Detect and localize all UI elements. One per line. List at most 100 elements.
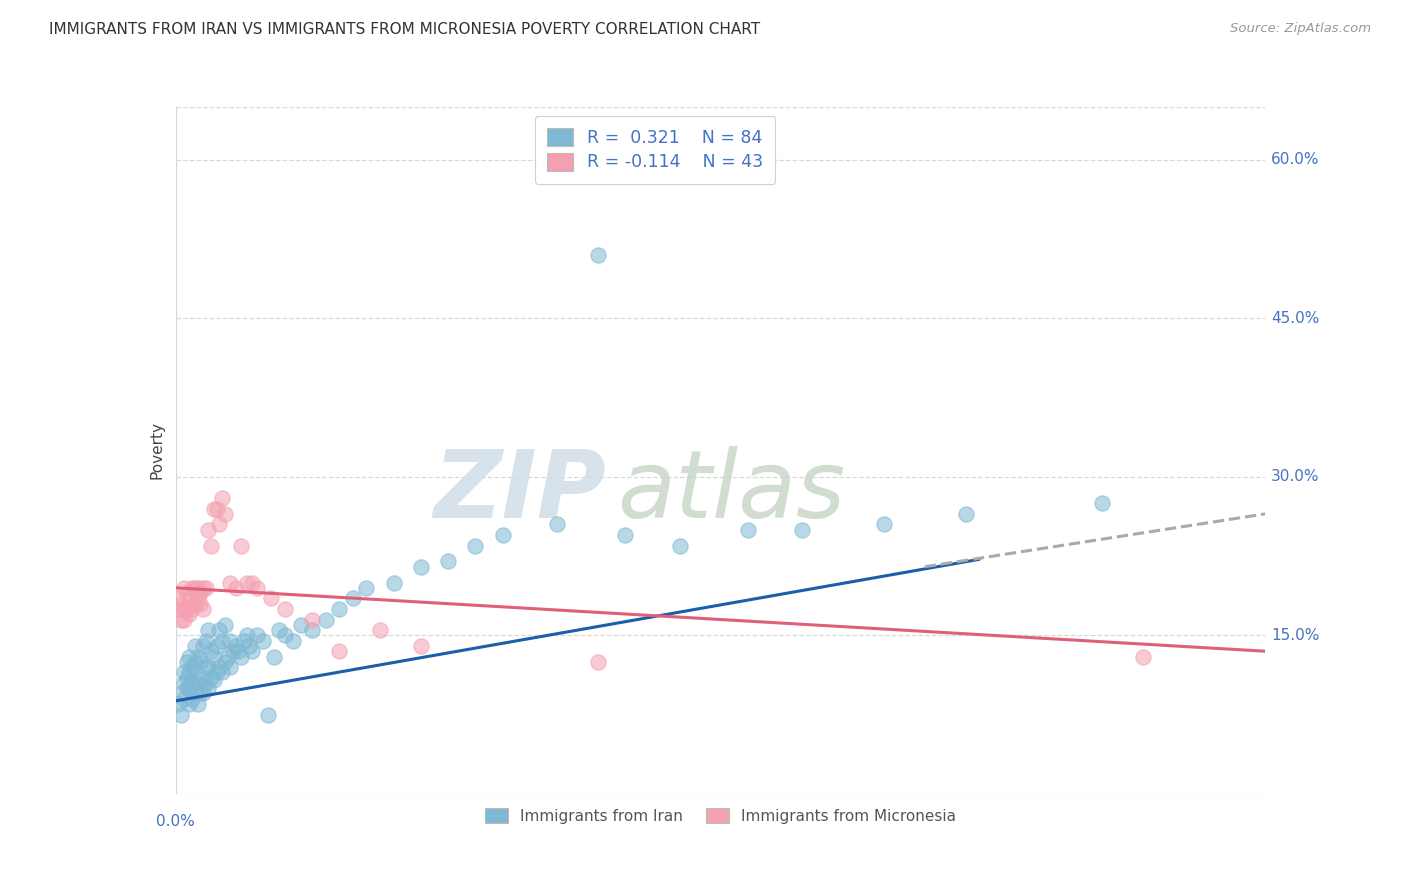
Point [181, 581, 204, 595]
Point [211, 633, 233, 648]
Point [205, 665, 228, 680]
Text: IMMIGRANTS FROM IRAN VS IMMIGRANTS FROM MICRONESIA POVERTY CORRELATION CHART: IMMIGRANTS FROM IRAN VS IMMIGRANTS FROM … [49, 22, 761, 37]
Point [290, 617, 312, 632]
Point [409, 559, 432, 574]
Point [194, 676, 217, 690]
Point [214, 507, 236, 521]
Point [173, 665, 195, 680]
Point [586, 655, 609, 669]
Point [1132, 649, 1154, 664]
Point [240, 644, 263, 658]
Point [792, 523, 814, 537]
Point [214, 617, 236, 632]
Point [274, 602, 297, 616]
Point [219, 633, 242, 648]
Point [186, 591, 209, 606]
Point [328, 602, 350, 616]
Point [231, 649, 253, 664]
Point [181, 602, 204, 616]
Point [179, 665, 201, 680]
Point [274, 628, 297, 642]
Point [235, 628, 257, 642]
Point [188, 655, 211, 669]
Point [167, 697, 190, 711]
Point [342, 591, 364, 606]
Point [464, 539, 486, 553]
Point [173, 691, 195, 706]
Point [246, 581, 269, 595]
Point [202, 673, 225, 687]
Point [186, 676, 209, 690]
Point [181, 660, 204, 674]
Point [208, 517, 231, 532]
Point [197, 523, 219, 537]
Text: 60.0%: 60.0% [1271, 153, 1319, 168]
Point [214, 655, 236, 669]
Point [179, 681, 201, 696]
Point [184, 686, 207, 700]
Point [170, 686, 193, 700]
Text: 30.0%: 30.0% [1271, 469, 1319, 484]
Text: 15.0%: 15.0% [1271, 628, 1319, 643]
Point [586, 248, 609, 262]
Point [235, 575, 257, 590]
Point [437, 554, 460, 568]
Point [167, 591, 190, 606]
Point [176, 681, 198, 696]
Point [200, 671, 222, 685]
Point [173, 581, 195, 595]
Point [1091, 496, 1114, 510]
Point [176, 602, 198, 616]
Point [170, 613, 193, 627]
Point [252, 633, 274, 648]
Point [200, 644, 222, 658]
Point [170, 597, 193, 611]
Point [176, 655, 198, 669]
Point [409, 639, 432, 653]
Point [211, 491, 233, 505]
Point [208, 623, 231, 637]
Point [186, 581, 209, 595]
Point [873, 517, 896, 532]
Point [263, 649, 285, 664]
Text: 45.0%: 45.0% [1271, 311, 1319, 326]
Point [246, 628, 269, 642]
Point [668, 539, 690, 553]
Point [737, 523, 759, 537]
Point [188, 686, 211, 700]
Point [194, 660, 217, 674]
Point [179, 591, 201, 606]
Point [186, 697, 209, 711]
Point [170, 707, 193, 722]
Point [197, 681, 219, 696]
Point [614, 528, 637, 542]
Point [232, 633, 254, 648]
Point [179, 649, 201, 664]
Point [181, 676, 204, 690]
Legend: Immigrants from Iran, Immigrants from Micronesia: Immigrants from Iran, Immigrants from Mi… [474, 797, 967, 834]
Point [191, 671, 214, 685]
Point [188, 597, 211, 611]
Point [202, 501, 225, 516]
Point [194, 633, 217, 648]
Point [281, 633, 304, 648]
Point [228, 644, 250, 658]
Text: Source: ZipAtlas.com: Source: ZipAtlas.com [1230, 22, 1371, 36]
Point [176, 671, 198, 685]
Point [191, 639, 214, 653]
Point [184, 597, 207, 611]
Point [194, 581, 217, 595]
Point [167, 602, 190, 616]
Point [382, 575, 405, 590]
Text: 0.0%: 0.0% [156, 814, 195, 830]
Point [225, 581, 247, 595]
Point [315, 613, 337, 627]
Point [179, 607, 201, 622]
Point [184, 581, 207, 595]
Point [202, 649, 225, 664]
Point [173, 613, 195, 627]
Point [200, 539, 222, 553]
Point [269, 623, 291, 637]
Point [197, 623, 219, 637]
Point [217, 649, 239, 664]
